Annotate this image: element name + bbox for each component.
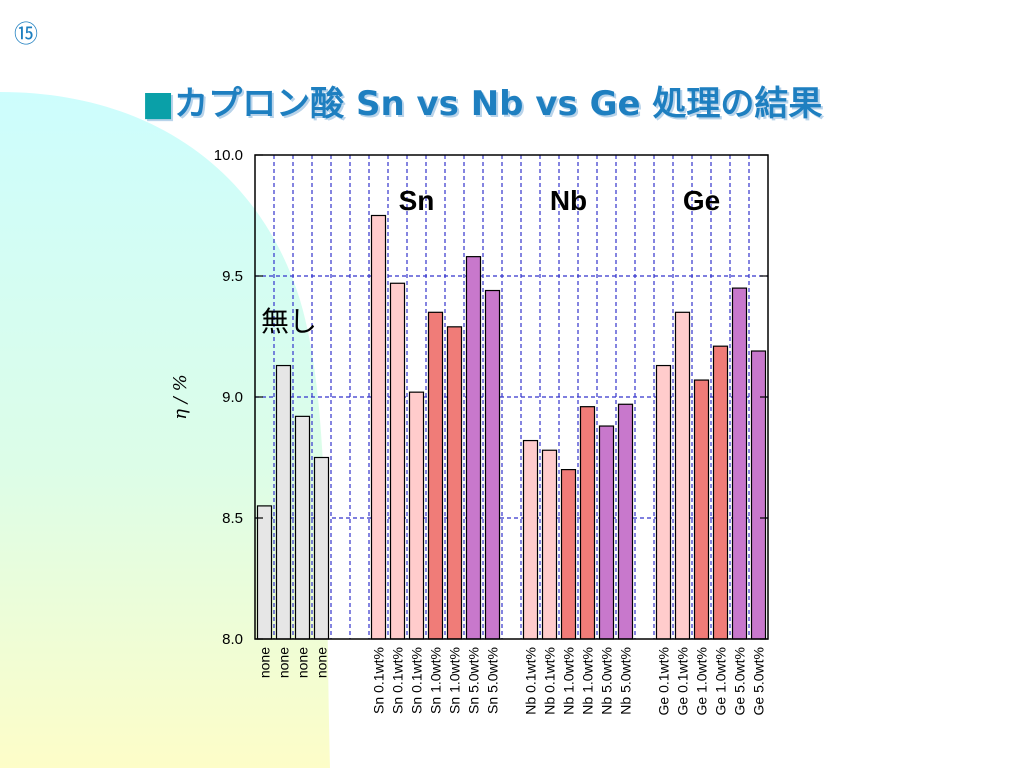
x-tick-label: Sn 0.1wt%: [371, 647, 387, 714]
title-text: カプロン酸 Sn vs Nb vs Ge 処理の結果: [174, 84, 823, 124]
bar: [655, 364, 672, 640]
bar: [693, 379, 710, 640]
grid: [255, 155, 768, 639]
bar: [389, 282, 406, 640]
bar: [560, 469, 577, 640]
plot-frame: [254, 154, 769, 640]
x-tick-label: Nb 5.0wt%: [599, 647, 615, 715]
bar: [541, 449, 558, 640]
bar: [275, 364, 292, 640]
x-tick-label: Sn 5.0wt%: [466, 647, 482, 714]
x-tick-label: none: [257, 647, 273, 678]
x-tick-label: Nb 5.0wt%: [618, 647, 634, 715]
x-tick-label: Ge 1.0wt%: [694, 647, 710, 715]
y-tick-label: 10.0: [214, 147, 243, 164]
y-tick-label: 8.5: [222, 510, 243, 527]
x-tick-label: Sn 1.0wt%: [428, 647, 444, 714]
bar: [256, 505, 273, 640]
group-label: Sn: [399, 185, 435, 216]
y-axis: 8.0 8.5 9.0 9.5 10.0 η / %: [170, 147, 768, 648]
bar: [598, 425, 615, 640]
bar: [313, 456, 330, 640]
title-bullet: ■: [142, 84, 175, 124]
group-label: Nb: [550, 185, 587, 216]
x-tick-label: Nb 1.0wt%: [561, 647, 577, 715]
x-tick-label: Ge 1.0wt%: [713, 647, 729, 715]
bar: [731, 287, 748, 640]
y-tick-label: 8.0: [222, 631, 243, 648]
x-tick-label: Sn 0.1wt%: [390, 647, 406, 714]
x-tick-label: Nb 1.0wt%: [580, 647, 596, 715]
bar: [712, 345, 729, 640]
x-tick-label: none: [276, 647, 292, 678]
slide-title: ■カプロン酸 Sn vs Nb vs Ge 処理の結果: [142, 76, 822, 125]
bar: [522, 439, 539, 640]
x-tick-label: Nb 0.1wt%: [542, 647, 558, 715]
x-tick-label: Sn 1.0wt%: [447, 647, 463, 714]
bar: [484, 289, 501, 640]
x-tick-label: Nb 0.1wt%: [523, 647, 539, 715]
slide-number: ⑮: [14, 20, 38, 48]
bar: [408, 391, 425, 640]
group-labels: Sn Nb Ge 無し: [261, 185, 720, 338]
group-label: Ge: [683, 185, 720, 216]
x-tick-label: Ge 0.1wt%: [675, 647, 691, 715]
bar: [294, 415, 311, 640]
y-axis-label: η / %: [170, 374, 191, 419]
x-tick-label: Ge 0.1wt%: [656, 647, 672, 715]
x-tick-label: none: [295, 647, 311, 678]
bar: [674, 311, 691, 640]
bar: [617, 403, 634, 640]
bar: [750, 350, 767, 640]
y-tick-label: 9.5: [222, 268, 243, 285]
bar: [427, 311, 444, 640]
background-arc: [0, 92, 330, 768]
x-tick-label: Ge 5.0wt%: [732, 647, 748, 715]
x-tick-label: Ge 5.0wt%: [751, 647, 767, 715]
annotation-none: 無し: [261, 305, 317, 338]
bar: [446, 326, 463, 640]
x-tick-label: Sn 0.1wt%: [409, 647, 425, 714]
bar: [579, 406, 596, 640]
x-tick-label: Sn 5.0wt%: [485, 647, 501, 714]
x-axis: none none none none Sn 0.1wt% Sn 0.1wt% Sn 0.1…: [257, 647, 767, 716]
bar: [370, 214, 387, 640]
bars: [256, 214, 767, 640]
x-tick-label: none: [314, 647, 330, 678]
bar: [465, 256, 482, 640]
y-tick-label: 9.0: [222, 389, 243, 406]
